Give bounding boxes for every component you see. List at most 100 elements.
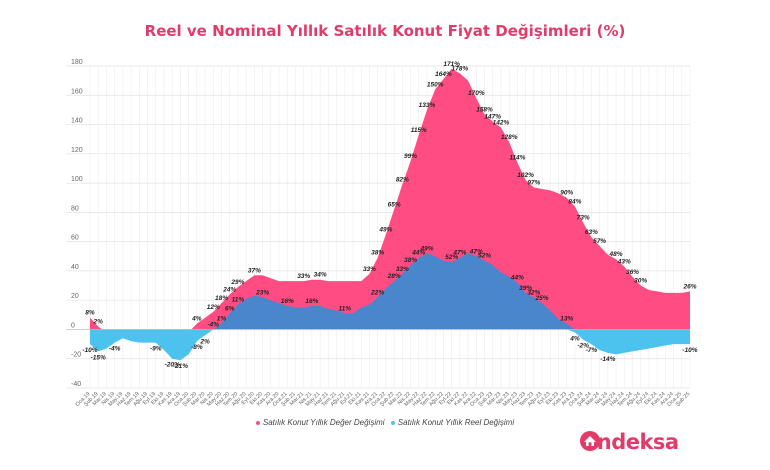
y-tick-label: 140 xyxy=(71,118,83,125)
data-label-nominal: 90% xyxy=(560,190,573,197)
data-label-nominal: 178% xyxy=(452,65,469,72)
data-label-nominal: 82% xyxy=(396,177,409,184)
y-tick-label: 20 xyxy=(71,293,79,300)
data-label-nominal: 73% xyxy=(577,215,590,222)
data-label-nominal: 63% xyxy=(585,229,598,236)
data-label-real: 44% xyxy=(510,275,524,282)
data-label-real: 33% xyxy=(396,266,409,273)
data-label-nominal: 57% xyxy=(593,238,606,245)
data-label-nominal: 142% xyxy=(493,119,510,126)
data-label-real: 49% xyxy=(419,245,433,252)
data-label-nominal: 97% xyxy=(527,179,540,186)
data-label-nominal: 84% xyxy=(568,199,581,206)
legend-swatch-nominal xyxy=(255,420,260,425)
data-label-real: 4% xyxy=(569,335,580,342)
chart-title: Reel ve Nominal Yıllık Satılık Konut Fiy… xyxy=(144,22,626,40)
data-label-nominal: 171% xyxy=(443,61,460,68)
data-label-real: 32% xyxy=(527,289,540,296)
data-label-nominal: 8% xyxy=(85,310,95,317)
data-label-nominal: 128% xyxy=(501,134,518,141)
data-label-real: 39% xyxy=(519,285,532,292)
data-label-real: 11% xyxy=(232,297,245,304)
data-label-real: 52% xyxy=(445,254,458,261)
data-label-nominal: 33% xyxy=(363,266,376,273)
data-label-nominal: 164% xyxy=(435,71,452,78)
y-tick-label: 180 xyxy=(71,59,83,66)
data-label-real: 52% xyxy=(478,253,491,260)
data-label-real: -15% xyxy=(91,354,106,361)
data-label-real: -9% xyxy=(150,346,162,353)
data-label-real: 1% xyxy=(217,316,227,323)
data-label-real: 47% xyxy=(469,248,483,255)
data-label-nominal: 102% xyxy=(517,172,534,179)
y-tick-label: -20 xyxy=(71,352,81,359)
data-label-real: -10% xyxy=(82,347,97,354)
y-tick-label: 40 xyxy=(71,264,79,271)
data-label-nominal: 158% xyxy=(476,106,493,113)
data-label-nominal: 33% xyxy=(297,273,310,280)
brand-logo: endeksa xyxy=(579,430,679,454)
legend-swatch-real xyxy=(390,420,395,425)
data-label-nominal: 29% xyxy=(230,279,244,286)
y-tick-label: 80 xyxy=(71,205,79,212)
data-label-real: -4% xyxy=(109,346,121,353)
y-tick-label: 160 xyxy=(71,88,83,95)
legend-item-nominal: Satılık Konut Yıllık Değer Değişimi xyxy=(255,418,385,427)
data-label-real: 13% xyxy=(560,316,573,323)
data-label-nominal: 36% xyxy=(626,269,639,276)
data-label-real: 25% xyxy=(535,295,549,302)
data-label-real: 16% xyxy=(281,298,294,305)
series-area-real-positive xyxy=(90,253,690,330)
legend-label-real: Satılık Konut Yıllık Reel Değişimi xyxy=(397,418,515,427)
data-label-real: -20% xyxy=(165,362,180,369)
data-label-nominal: 4% xyxy=(191,316,202,323)
y-tick-label: 0 xyxy=(71,322,75,329)
data-label-real: 2% xyxy=(199,338,210,345)
data-label-real: -14% xyxy=(600,356,615,363)
data-label-real: -21% xyxy=(173,363,188,370)
data-label-nominal: 170% xyxy=(468,90,485,97)
data-label-real: 38% xyxy=(404,257,417,264)
series-area-real-negative xyxy=(90,329,690,361)
data-label-real: 23% xyxy=(255,289,269,296)
data-label-nominal: 150% xyxy=(427,81,444,88)
series-area-nominal xyxy=(90,68,690,343)
data-label-nominal: 133% xyxy=(419,102,436,109)
data-label-real: -7% xyxy=(586,347,598,354)
chart-legend: Satılık Konut Yıllık Değer Değişimi Satı… xyxy=(0,418,770,427)
data-label-real: -2% xyxy=(577,343,589,350)
data-label-nominal: 114% xyxy=(509,155,525,162)
data-label-real: -10% xyxy=(682,347,697,354)
data-label-real: 6% xyxy=(225,305,235,312)
data-label-nominal: 38% xyxy=(371,250,384,257)
data-label-nominal: 24% xyxy=(222,286,236,293)
legend-label-nominal: Satılık Konut Yıllık Değer Değişimi xyxy=(262,418,385,427)
y-tick-label: 60 xyxy=(71,235,79,242)
y-tick-label: 120 xyxy=(71,147,83,154)
data-label-nominal: 99% xyxy=(404,153,417,160)
data-label-nominal: 2% xyxy=(93,319,104,326)
data-label-nominal: 26% xyxy=(682,283,696,290)
legend-item-real: Satılık Konut Yıllık Reel Değişimi xyxy=(390,418,515,427)
data-label-real: -8% xyxy=(191,344,203,351)
data-label-nominal: 115% xyxy=(411,127,427,134)
data-label-nominal: 43% xyxy=(617,259,631,266)
house-in-circle-icon xyxy=(580,431,600,451)
data-label-nominal: 12% xyxy=(207,304,220,311)
data-label-nominal: 30% xyxy=(634,278,647,285)
data-label-nominal: 34% xyxy=(314,272,327,279)
data-label-nominal: 65% xyxy=(388,201,401,208)
data-label-nominal: 18% xyxy=(215,295,228,302)
data-label-real: 11% xyxy=(339,305,352,312)
y-tick-label: 100 xyxy=(71,176,83,183)
data-label-nominal: 49% xyxy=(378,226,392,233)
data-label-real: 16% xyxy=(305,298,318,305)
data-label-real: -4% xyxy=(208,321,220,328)
data-label-real: 28% xyxy=(387,273,401,280)
data-label-nominal: 147% xyxy=(484,114,501,121)
data-label-nominal: 48% xyxy=(609,251,623,258)
data-label-real: 47% xyxy=(452,250,466,257)
data-label-real: 44% xyxy=(411,250,425,257)
